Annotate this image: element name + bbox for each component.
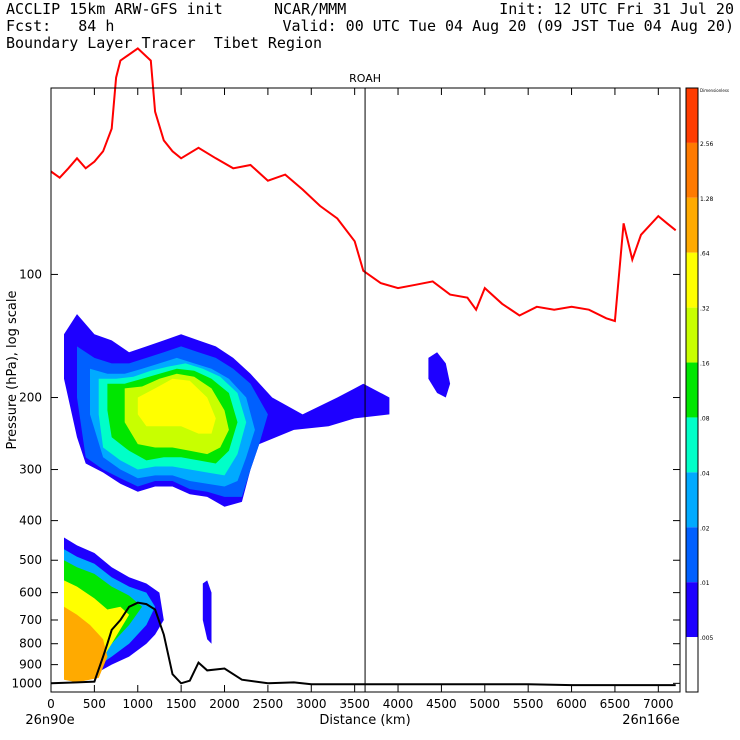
header-init-time: Init: 12 UTC Fri 31 Jul 20 bbox=[499, 0, 734, 18]
x-tick-label: 6500 bbox=[600, 697, 631, 711]
tracer-region-blob-7 bbox=[428, 352, 451, 398]
colorbar-label: .02 bbox=[700, 525, 710, 532]
line-layer bbox=[50, 47, 677, 687]
x-tick-label: 4000 bbox=[383, 697, 414, 711]
y-tick-label: 200 bbox=[19, 391, 42, 405]
y-tick-label: 400 bbox=[19, 514, 42, 528]
colorbar-label: 1.28 bbox=[700, 196, 714, 203]
colorbar-swatch bbox=[686, 582, 698, 638]
x-tick-label: 500 bbox=[83, 697, 106, 711]
x-tick-label: 1000 bbox=[122, 697, 153, 711]
x-start-label: 26n90e bbox=[25, 713, 74, 728]
colorbar-label: .01 bbox=[700, 580, 710, 587]
colorbar-label: Dimensionless bbox=[700, 88, 729, 93]
colorbar-label: .32 bbox=[700, 306, 710, 313]
colorbar-swatch bbox=[686, 142, 698, 198]
tick-layer: 0 500 1000 1500 2000 2500 3000 3500 4000 4500 5000… bbox=[11, 88, 680, 711]
x-tick-label: 5000 bbox=[470, 697, 501, 711]
colorbar-swatch bbox=[686, 362, 698, 418]
x-tick-label: 0 bbox=[47, 697, 55, 711]
x-tick-label: 2000 bbox=[209, 697, 240, 711]
colorbar-swatch bbox=[686, 197, 698, 253]
header-field-name: Boundary Layer Tracer Tibet Region bbox=[6, 34, 323, 52]
colorbar-label: .005 bbox=[700, 635, 714, 642]
colorbar-frame bbox=[685, 87, 699, 693]
colorbar-swatch bbox=[686, 417, 698, 473]
colorbar: Dimensionless 2.56 1.28 .64 .32 .16 .08 .04 .02.… bbox=[685, 87, 729, 693]
x-tick-label: 5500 bbox=[513, 697, 544, 711]
y-tick-label: 700 bbox=[19, 613, 42, 627]
y-axis-label: Pressure (hPa), log scale bbox=[5, 291, 20, 450]
x-tick-label: 3000 bbox=[296, 697, 327, 711]
terrain-line bbox=[50, 601, 676, 687]
tropopause-line bbox=[50, 47, 677, 323]
y-tick-label: 1000 bbox=[11, 676, 42, 690]
station-label: ROAH bbox=[349, 72, 381, 85]
header-valid-time: Valid: 00 UTC Tue 04 Aug 20 (09 JST Tue … bbox=[282, 17, 734, 35]
y-tick-label: 100 bbox=[19, 267, 42, 281]
y-tick-label: 300 bbox=[19, 463, 42, 477]
header-forecast-hour: Fcst: 84 h bbox=[6, 17, 115, 35]
colorbar-label: 2.56 bbox=[700, 141, 714, 148]
y-tick-label: 500 bbox=[19, 553, 42, 567]
colorbar-swatch bbox=[686, 252, 698, 308]
colorbar-swatch bbox=[686, 472, 698, 528]
x-tick-label: 4500 bbox=[426, 697, 457, 711]
y-tick-label: 800 bbox=[19, 637, 42, 651]
tracer-fill-layer bbox=[64, 314, 451, 683]
y-tick-label: 900 bbox=[19, 658, 42, 672]
colorbar-swatch bbox=[686, 88, 698, 143]
colorbar-label: .64 bbox=[700, 251, 710, 258]
header-org-label: NCAR/MMM bbox=[274, 0, 347, 18]
x-tick-label: 2500 bbox=[253, 697, 284, 711]
x-end-label: 26n166e bbox=[622, 713, 680, 728]
x-tick-label: 6000 bbox=[556, 697, 587, 711]
x-axis-label: Distance (km) bbox=[319, 713, 410, 728]
colorbar-label: .16 bbox=[700, 361, 710, 368]
colorbar-swatch bbox=[686, 527, 698, 583]
x-tick-label: 7000 bbox=[643, 697, 674, 711]
x-tick-label: 3500 bbox=[339, 697, 370, 711]
colorbar-swatch bbox=[686, 307, 698, 363]
header-title-line: ACCLIP 15km ARW-GFS init bbox=[6, 0, 223, 18]
colorbar-swatch bbox=[686, 637, 698, 692]
y-tick-label: 600 bbox=[19, 586, 42, 600]
colorbar-label: .04 bbox=[700, 470, 710, 477]
x-tick-label: 1500 bbox=[166, 697, 197, 711]
colorbar-label: .08 bbox=[700, 415, 710, 422]
tracer-region-low-12 bbox=[64, 606, 108, 683]
tracer-region-spike-13 bbox=[202, 580, 212, 644]
tracer-region-upper-6 bbox=[137, 378, 216, 434]
plot-frame bbox=[50, 87, 681, 693]
